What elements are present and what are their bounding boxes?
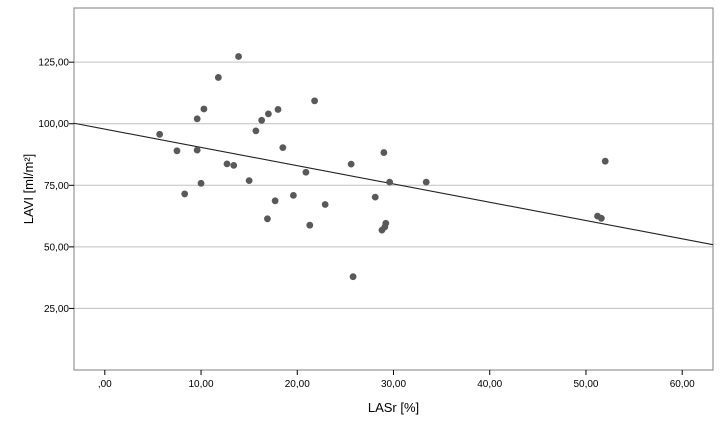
gridlines	[74, 61, 713, 309]
x-tick-label: ,00	[98, 379, 112, 390]
y-tick-label: 125,00	[38, 58, 69, 69]
y-tick-label: 25,00	[44, 304, 69, 315]
y-axis-title: LAVI [ml/m²]	[21, 154, 36, 225]
data-point	[290, 192, 297, 199]
data-point	[386, 178, 394, 186]
data-point	[197, 179, 205, 187]
x-tick-label: 60,00	[670, 379, 695, 390]
data-point	[181, 190, 189, 198]
x-axis-title: LASr [%]	[368, 400, 419, 415]
data-point	[311, 97, 318, 105]
data-point	[200, 105, 208, 113]
x-axis-ticks: ,00 10,00 20,00 30,00 40,00 50,00 60,00	[98, 370, 695, 390]
data-point	[230, 161, 238, 169]
regression-line	[73, 122, 714, 246]
y-axis-ticks: 25,00 50,00 75,00 100,00 125,00	[38, 58, 74, 315]
data-point	[279, 144, 287, 152]
data-point	[258, 116, 266, 124]
data-point	[173, 147, 181, 155]
data-point	[601, 157, 609, 165]
data-point	[422, 178, 430, 186]
data-point	[347, 160, 355, 168]
y-tick-label: 50,00	[44, 242, 69, 253]
data-point	[597, 214, 605, 222]
data-point	[380, 149, 388, 156]
data-point	[382, 219, 390, 227]
y-tick-label: 75,00	[44, 181, 69, 192]
x-tick-label: 20,00	[285, 379, 310, 390]
data-point	[264, 215, 271, 223]
x-tick-label: 30,00	[381, 379, 406, 390]
x-tick-label: 50,00	[573, 379, 598, 390]
x-tick-label: 40,00	[477, 379, 502, 390]
x-tick-label: 10,00	[189, 379, 214, 390]
data-point	[245, 177, 253, 185]
data-point	[302, 168, 310, 176]
data-point	[252, 127, 260, 135]
data-point	[271, 197, 279, 205]
data-points	[156, 53, 609, 281]
data-point	[349, 273, 357, 281]
data-point	[306, 221, 314, 229]
data-point	[214, 74, 222, 81]
data-point	[223, 160, 231, 168]
y-tick-label: 100,00	[38, 119, 69, 130]
data-point	[156, 130, 164, 138]
data-point	[193, 115, 201, 123]
data-point	[193, 146, 201, 154]
data-point	[264, 110, 272, 118]
data-point	[321, 201, 329, 208]
data-point	[274, 106, 282, 113]
data-point	[235, 53, 242, 60]
data-point	[371, 193, 379, 201]
